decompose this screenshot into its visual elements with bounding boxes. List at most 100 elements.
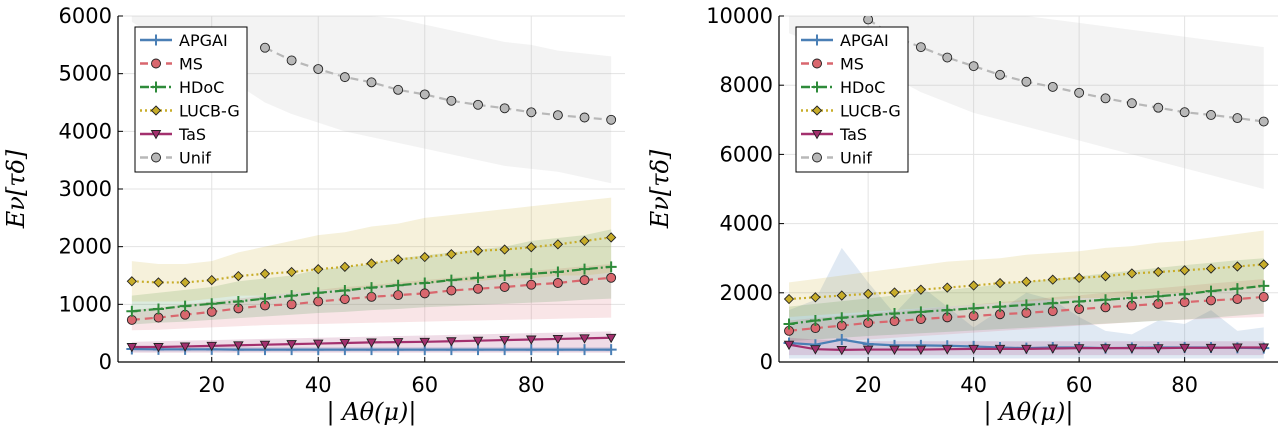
marker [1073, 344, 1085, 354]
marker [915, 345, 927, 355]
marker [606, 114, 617, 125]
marker [233, 341, 244, 351]
marker [942, 52, 953, 63]
marker [783, 318, 795, 330]
marker [232, 295, 244, 307]
marker [1100, 294, 1112, 306]
marker [313, 296, 324, 307]
x-tick-label: 60 [1066, 373, 1093, 397]
marker [1126, 344, 1138, 354]
marker [419, 337, 431, 348]
marker [1232, 113, 1243, 124]
marker [126, 276, 137, 287]
marker [811, 105, 823, 116]
marker [968, 280, 979, 291]
marker [552, 110, 563, 121]
marker [1232, 343, 1243, 353]
marker [968, 302, 980, 314]
marker [552, 278, 563, 288]
legend-label: MS [179, 55, 203, 74]
marker [286, 299, 297, 310]
marker [1153, 102, 1164, 113]
marker [606, 232, 617, 243]
marker [1047, 274, 1058, 285]
marker [446, 285, 457, 296]
marker [605, 261, 617, 273]
marker [472, 336, 484, 347]
marker [863, 288, 874, 299]
marker [286, 266, 297, 278]
y-tick-label: 10000 [706, 4, 773, 28]
marker [809, 314, 821, 326]
marker [1258, 280, 1270, 292]
marker [525, 335, 537, 345]
marker [812, 152, 822, 163]
marker [579, 235, 590, 247]
marker [286, 340, 297, 350]
marker [233, 270, 244, 282]
marker [313, 264, 324, 275]
series-line [867, 18, 1264, 123]
y-tick-label: 8000 [720, 73, 773, 97]
marker [1100, 93, 1111, 104]
marker [499, 270, 511, 281]
y-tick-label: 2000 [720, 281, 773, 305]
marker [393, 290, 404, 301]
x-tick-label: 40 [960, 373, 987, 397]
marker [366, 338, 377, 348]
marker [994, 277, 1006, 289]
legend-label: MS [840, 55, 864, 74]
marker [605, 333, 617, 344]
marker [446, 337, 457, 347]
marker [525, 344, 537, 356]
marker [179, 277, 191, 288]
marker [1179, 265, 1190, 276]
marker [1021, 344, 1032, 355]
marker [151, 58, 161, 69]
marker [1073, 295, 1085, 307]
marker [862, 345, 874, 355]
marker [836, 334, 848, 346]
marker [942, 282, 953, 293]
legend-label: LUCB-G [840, 102, 901, 121]
y-tick-label: 2000 [59, 235, 112, 259]
marker [339, 72, 350, 83]
legend-label: APGAI [179, 31, 228, 50]
marker [525, 268, 537, 280]
marker [552, 334, 564, 345]
y-tick-label: 5000 [59, 62, 112, 86]
marker [941, 345, 953, 355]
marker [179, 342, 191, 352]
marker [810, 345, 821, 355]
marker [339, 339, 351, 349]
marker [1179, 343, 1190, 354]
marker [783, 293, 795, 305]
marker [1021, 276, 1032, 287]
y-tick-label: 6000 [59, 4, 112, 28]
marker [366, 258, 377, 269]
band [789, 230, 1264, 318]
marker [579, 344, 591, 356]
marker [1205, 263, 1217, 274]
marker [419, 288, 430, 299]
marker [526, 242, 537, 253]
y-tick-label: 0 [99, 350, 112, 374]
x-tick-label: 20 [198, 373, 225, 397]
marker [1152, 290, 1164, 302]
x-axis-label: | Aθ(μ)| [984, 398, 1074, 427]
marker [339, 261, 351, 272]
marker [579, 263, 591, 275]
marker [446, 95, 457, 106]
marker [811, 130, 823, 140]
marker [312, 339, 324, 349]
marker [862, 310, 874, 322]
marker [526, 279, 537, 290]
x-tick-label: 40 [305, 373, 332, 397]
marker [1232, 261, 1243, 272]
marker [579, 275, 590, 286]
marker [1021, 76, 1032, 87]
marker [1258, 116, 1269, 127]
marker [206, 341, 218, 352]
marker [260, 42, 270, 53]
marker [1205, 343, 1217, 354]
